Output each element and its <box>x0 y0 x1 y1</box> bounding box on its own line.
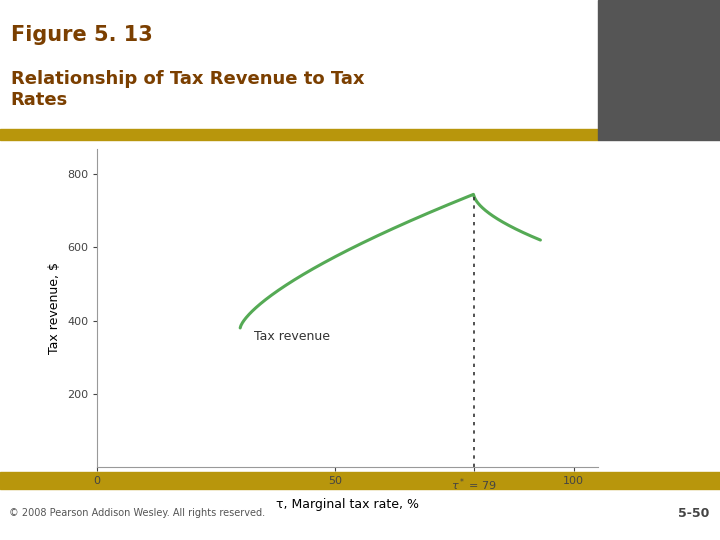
Text: © 2008 Pearson Addison Wesley. All rights reserved.: © 2008 Pearson Addison Wesley. All right… <box>9 508 265 518</box>
Text: Relationship of Tax Revenue to Tax
Rates: Relationship of Tax Revenue to Tax Rates <box>11 70 364 109</box>
Bar <box>598 0 720 140</box>
Text: Tax revenue: Tax revenue <box>254 330 330 343</box>
Y-axis label: Tax revenue, $: Tax revenue, $ <box>48 262 61 354</box>
Text: Figure 5. 13: Figure 5. 13 <box>11 25 153 45</box>
Bar <box>0 129 598 140</box>
X-axis label: τ, Marginal tax rate, %: τ, Marginal tax rate, % <box>276 498 419 511</box>
Bar <box>0 472 720 489</box>
Text: 5-50: 5-50 <box>678 507 709 520</box>
